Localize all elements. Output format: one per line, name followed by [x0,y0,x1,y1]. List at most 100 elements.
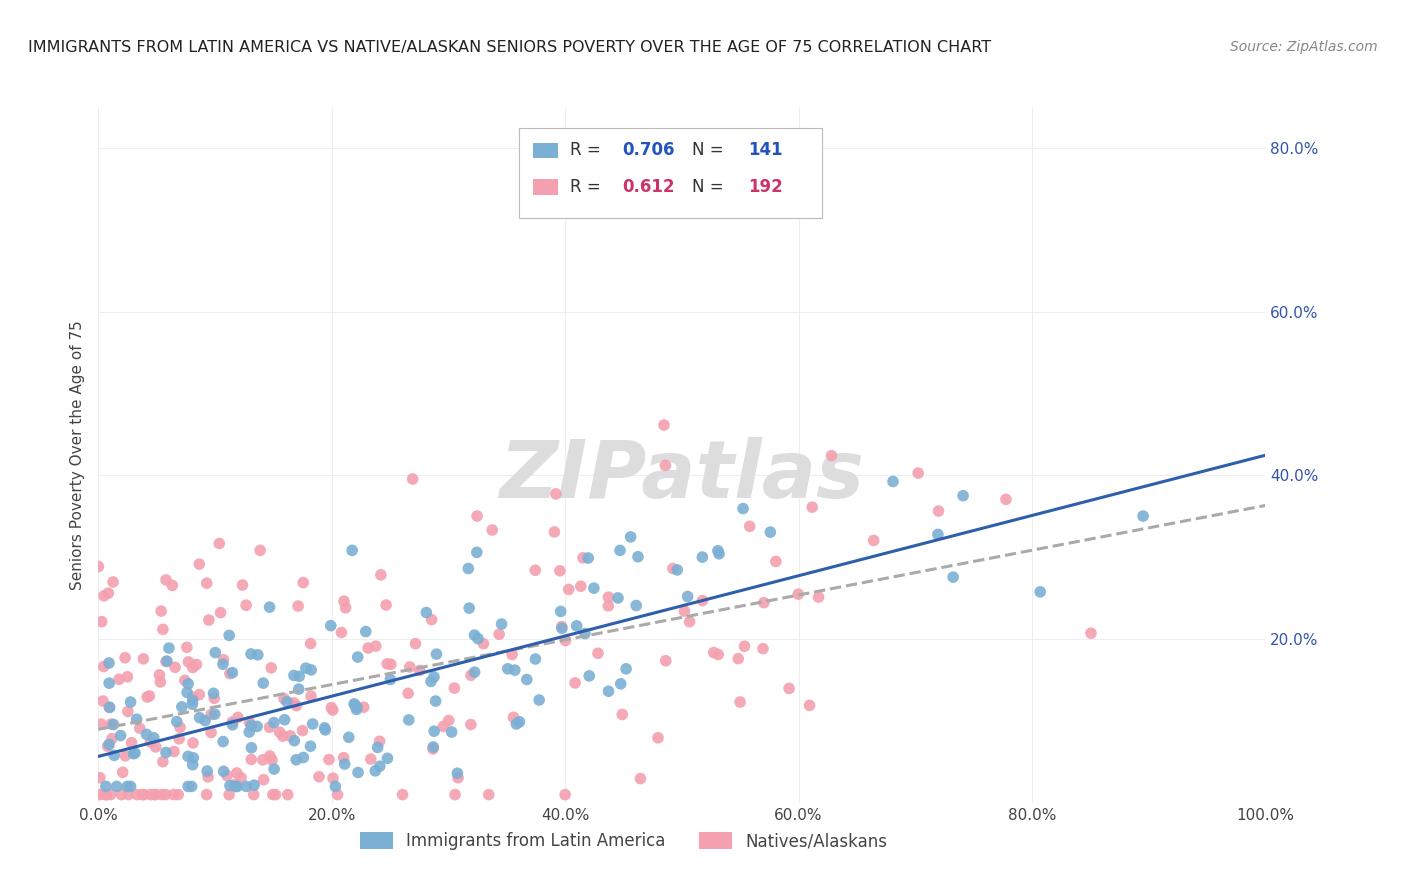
Point [138,689,160,703]
Text: R =: R = [569,178,606,196]
Point [396,686,419,700]
Point [167,788,190,802]
Point [544,487,567,501]
Point [139,735,162,749]
Point [287,599,309,613]
Point [170,699,193,714]
Point [565,619,588,633]
Point [318,752,340,766]
Point [173,673,195,688]
Point [200,725,222,739]
Point [181,693,204,707]
Text: N =: N = [692,178,730,196]
Point [598,590,620,604]
Point [402,472,425,486]
Point [995,492,1018,507]
Point [299,636,322,650]
Point [527,693,550,707]
Point [215,768,238,782]
Point [666,563,689,577]
Point [240,718,263,732]
Point [375,598,398,612]
Point [322,703,344,717]
Text: 0.612: 0.612 [623,178,675,196]
Point [343,697,366,711]
Point [209,606,232,620]
Point [692,550,714,565]
Point [98,738,121,752]
Point [627,549,650,564]
Point [862,533,884,548]
Point [155,655,177,669]
Point [673,604,696,618]
Point [488,627,510,641]
Point [460,668,482,682]
Point [98,656,121,670]
Point [491,617,513,632]
Point [132,652,155,666]
Point [90,717,112,731]
Point [432,719,454,733]
Point [120,695,142,709]
Point [166,714,188,729]
Point [121,736,143,750]
Point [131,788,153,802]
Point [195,576,218,591]
Point [692,593,714,607]
Point [326,788,349,802]
Point [145,739,167,754]
Point [820,449,842,463]
Point [496,662,519,676]
Point [212,734,235,748]
Point [212,764,235,779]
Point [177,780,200,794]
Point [572,550,595,565]
Point [264,788,287,802]
Point [259,720,281,734]
Point [398,713,420,727]
Point [420,674,443,689]
Point [198,613,221,627]
Text: 0.706: 0.706 [623,141,675,159]
Point [148,668,170,682]
Point [167,731,190,746]
Point [188,557,211,571]
Point [181,660,204,674]
Point [765,554,787,568]
Point [259,749,281,764]
Point [262,788,284,802]
Point [727,651,749,665]
Point [333,757,356,772]
Point [149,675,172,690]
Point [277,788,299,802]
FancyBboxPatch shape [519,128,823,219]
Point [87,559,110,574]
Point [437,714,460,728]
Point [226,780,249,794]
Point [927,527,949,541]
Point [246,648,269,662]
Point [503,663,526,677]
Point [285,698,308,713]
Point [100,717,122,731]
Point [703,646,725,660]
Point [283,668,305,682]
Point [607,591,630,605]
Point [283,733,305,747]
Point [225,780,247,794]
Point [225,766,247,780]
Point [548,564,571,578]
Point [586,646,609,660]
Point [181,757,204,772]
Point [478,788,501,802]
Point [423,724,446,739]
Point [150,604,173,618]
FancyBboxPatch shape [533,179,558,194]
Point [155,746,177,760]
Point [557,582,579,597]
Point [626,599,648,613]
Point [299,663,322,677]
Point [628,772,651,786]
Point [259,600,281,615]
Point [752,596,775,610]
